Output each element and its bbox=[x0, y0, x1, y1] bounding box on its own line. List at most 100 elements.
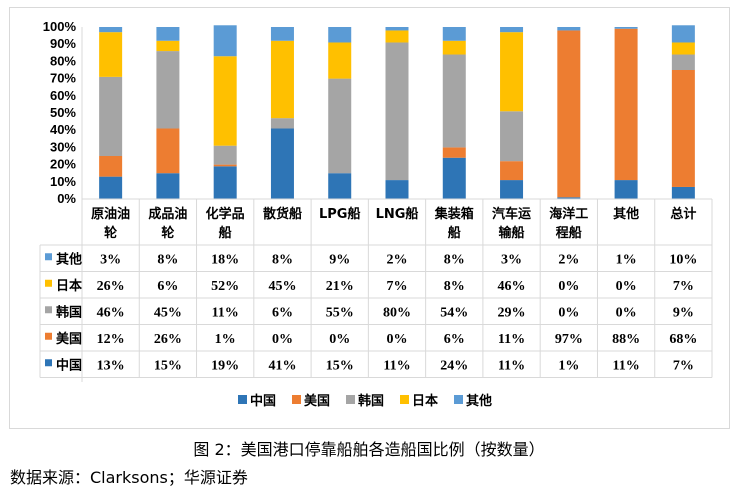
data-label: 45% bbox=[268, 279, 296, 294]
y-tick-label: 0% bbox=[57, 191, 76, 206]
data-label: 2% bbox=[558, 252, 579, 267]
bar-segment bbox=[442, 54, 466, 148]
category-label: 船 bbox=[448, 225, 461, 241]
data-label: 0% bbox=[616, 305, 637, 320]
bar-segment bbox=[614, 28, 638, 181]
data-label: 7% bbox=[673, 279, 694, 294]
data-label: 15% bbox=[326, 358, 354, 373]
bar-segment bbox=[671, 42, 695, 55]
category-label: 散货船 bbox=[263, 206, 302, 222]
y-tick-label: 10% bbox=[50, 174, 76, 189]
y-tick-label: 30% bbox=[50, 139, 76, 154]
data-label: 2% bbox=[387, 252, 408, 267]
category-label: LNG船 bbox=[376, 206, 419, 222]
bar-segment bbox=[328, 27, 352, 43]
bar-segment bbox=[557, 197, 581, 199]
bar-segment bbox=[500, 32, 524, 112]
data-label: 1% bbox=[215, 332, 236, 347]
y-tick-label: 40% bbox=[50, 122, 76, 137]
legend-label: 美国 bbox=[304, 393, 330, 409]
category-label: LPG船 bbox=[319, 206, 360, 222]
legend-swatch bbox=[400, 395, 409, 404]
data-label: 3% bbox=[501, 252, 522, 267]
category-label: 原油油 bbox=[91, 206, 130, 222]
bar-segment bbox=[270, 40, 294, 119]
bar-segment bbox=[671, 54, 695, 70]
data-label: 11% bbox=[612, 358, 639, 373]
data-label: 12% bbox=[97, 332, 125, 347]
y-tick-label: 70% bbox=[50, 71, 76, 86]
table-legend-key bbox=[45, 253, 52, 261]
bar-segment bbox=[442, 40, 466, 55]
bar-segment bbox=[442, 147, 466, 158]
data-label: 9% bbox=[329, 252, 350, 267]
data-label: 0% bbox=[558, 305, 579, 320]
bar-segment bbox=[500, 180, 524, 199]
data-label: 68% bbox=[669, 332, 697, 347]
data-label: 80% bbox=[383, 305, 411, 320]
bar-segment bbox=[328, 78, 352, 174]
bar-segment bbox=[671, 70, 695, 187]
bar-segment bbox=[671, 186, 695, 199]
bar-segment bbox=[557, 30, 581, 198]
bar-segment bbox=[614, 180, 638, 199]
bar-segment bbox=[671, 25, 695, 43]
bar-segment bbox=[99, 32, 123, 77]
bar-segment bbox=[156, 128, 180, 174]
category-label: 海洋工 bbox=[549, 206, 588, 222]
category-label: 船 bbox=[219, 225, 232, 241]
bar-segment bbox=[99, 76, 123, 156]
bar-segment bbox=[500, 27, 524, 33]
bar-segment bbox=[500, 111, 524, 162]
legend-label: 中国 bbox=[250, 393, 276, 409]
legend-swatch bbox=[238, 395, 247, 404]
bar-segment bbox=[442, 157, 466, 199]
data-label: 1% bbox=[558, 358, 579, 373]
data-label: 6% bbox=[157, 279, 178, 294]
data-label: 11% bbox=[212, 305, 239, 320]
data-label: 26% bbox=[97, 279, 125, 294]
data-label: 10% bbox=[669, 252, 697, 267]
y-tick-label: 80% bbox=[50, 53, 76, 68]
table-row-label: 中国 bbox=[56, 357, 82, 373]
data-label: 9% bbox=[673, 305, 694, 320]
bar-segment bbox=[99, 27, 123, 33]
y-tick-label: 60% bbox=[50, 88, 76, 103]
table-row-label: 韩国 bbox=[56, 304, 82, 320]
category-label: 轮 bbox=[104, 225, 117, 241]
bar-segment bbox=[213, 25, 237, 57]
category-label: 汽车运 bbox=[492, 206, 531, 222]
y-tick-label: 50% bbox=[50, 105, 76, 120]
bar-segment bbox=[557, 27, 581, 31]
data-label: 6% bbox=[272, 305, 293, 320]
bar-segment bbox=[99, 156, 123, 177]
legend-swatch bbox=[454, 395, 463, 404]
category-label: 其他 bbox=[613, 206, 639, 222]
data-label: 18% bbox=[211, 252, 239, 267]
data-label: 8% bbox=[444, 252, 465, 267]
data-source: 数据来源：Clarksons；华源证券 bbox=[10, 468, 248, 487]
table-legend-key bbox=[45, 279, 52, 287]
data-label: 46% bbox=[97, 305, 125, 320]
data-label: 0% bbox=[272, 332, 293, 347]
bar-segment bbox=[328, 173, 352, 199]
table-row-label: 美国 bbox=[56, 331, 82, 347]
data-label: 11% bbox=[498, 358, 525, 373]
data-label: 41% bbox=[268, 358, 296, 373]
data-label: 21% bbox=[326, 279, 354, 294]
data-label: 24% bbox=[440, 358, 468, 373]
y-tick-label: 90% bbox=[50, 36, 76, 51]
data-label: 19% bbox=[211, 358, 239, 373]
table-legend-key bbox=[45, 332, 52, 340]
bar-segment bbox=[500, 161, 524, 181]
category-label: 程船 bbox=[556, 225, 582, 241]
table-row-label: 其他 bbox=[56, 251, 82, 267]
figure-caption: 图 2：美国港口停靠船舶各造船国比例（按数量） bbox=[193, 440, 545, 459]
data-label: 13% bbox=[97, 358, 125, 373]
bar-segment bbox=[156, 173, 180, 199]
bar-segment bbox=[614, 27, 638, 29]
data-label: 29% bbox=[498, 305, 526, 320]
data-label: 7% bbox=[673, 358, 694, 373]
data-label: 88% bbox=[612, 332, 640, 347]
